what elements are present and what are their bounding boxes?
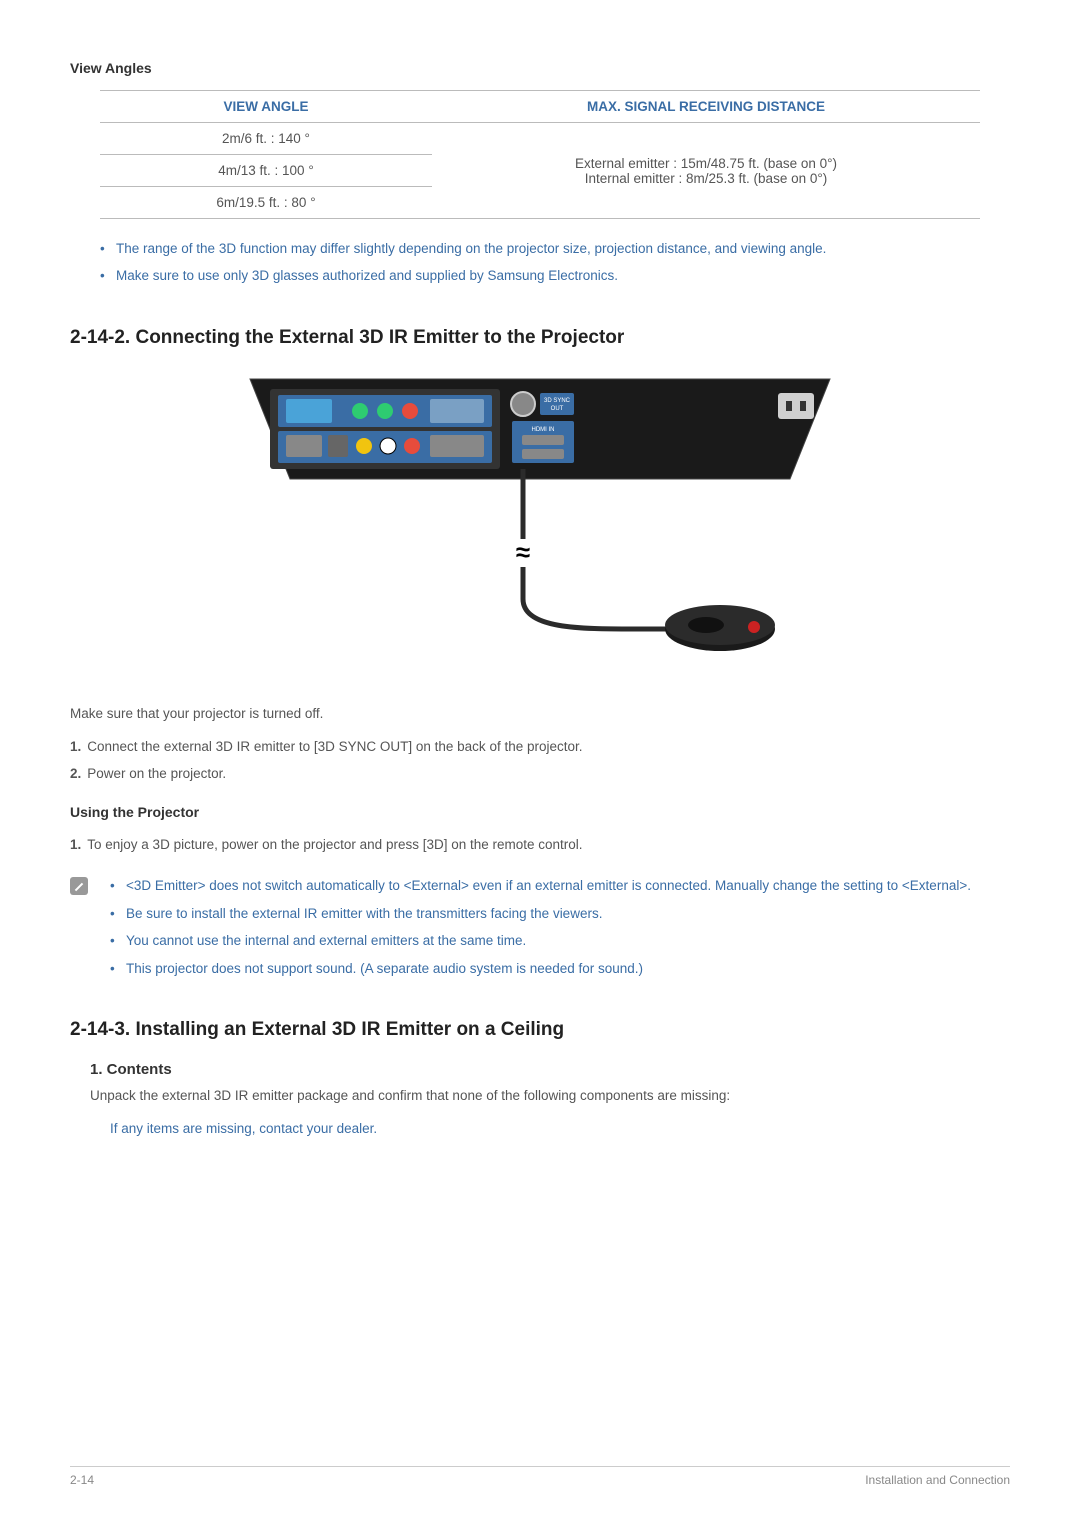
connection-step-2: 2.Power on the projector.: [70, 763, 1010, 786]
contact-note: If any items are missing, contact your d…: [110, 1119, 1010, 1139]
table-cell-left-2: 6m/19.5 ft. : 80 °: [100, 187, 432, 219]
table-header-left: VIEW ANGLE: [100, 91, 432, 123]
connection-steps: 1.Connect the external 3D IR emitter to …: [70, 736, 1010, 786]
view-angles-note-1: Make sure to use only 3D glasses authori…: [100, 266, 1010, 287]
svg-text:HDMI IN: HDMI IN: [532, 427, 555, 433]
using-projector-heading: Using the Projector: [70, 804, 1010, 820]
view-angles-heading: View Angles: [70, 60, 1010, 76]
svg-text:≈: ≈: [516, 537, 530, 567]
callout-item-0: <3D Emitter> does not switch automatical…: [110, 875, 1010, 897]
callout-item-1: Be sure to install the external IR emitt…: [110, 903, 1010, 925]
connection-diagram: 3D SYNC OUT HDMI IN ≈: [230, 369, 850, 669]
table-cell-right-merged: External emitter : 15m/48.75 ft. (base o…: [432, 123, 980, 219]
view-angles-notes: The range of the 3D function may differ …: [100, 239, 1010, 287]
section-2-14-3-heading: 2-14-3. Installing an External 3D IR Emi…: [70, 1019, 1010, 1041]
view-angles-table-wrap: VIEW ANGLE MAX. SIGNAL RECEIVING DISTANC…: [100, 90, 1010, 219]
svg-text:3D SYNC: 3D SYNC: [544, 398, 571, 404]
contents-paragraph: Unpack the external 3D IR emitter packag…: [90, 1086, 1010, 1106]
table-header-right: MAX. SIGNAL RECEIVING DISTANCE: [432, 91, 980, 123]
view-angles-note-0: The range of the 3D function may differ …: [100, 239, 1010, 260]
merged-right-line1: External emitter : 15m/48.75 ft. (base o…: [438, 156, 974, 171]
footer-left: 2-14: [70, 1473, 94, 1487]
footer-right: Installation and Connection: [865, 1473, 1010, 1487]
callout-item-3: This projector does not support sound. (…: [110, 958, 1010, 980]
contents-heading: 1. Contents: [90, 1061, 1010, 1078]
table-cell-left-1: 4m/13 ft. : 100 °: [100, 155, 432, 187]
using-step-1: 1.To enjoy a 3D picture, power on the pr…: [70, 834, 1010, 857]
section-2-14-2-heading: 2-14-2. Connecting the External 3D IR Em…: [70, 327, 1010, 349]
intro-paragraph: Make sure that your projector is turned …: [70, 704, 1010, 724]
merged-right-line2: Internal emitter : 8m/25.3 ft. (base on …: [438, 171, 974, 186]
using-step-1-text: To enjoy a 3D picture, power on the proj…: [87, 837, 582, 852]
callout-item-2: You cannot use the internal and external…: [110, 930, 1010, 952]
using-steps: 1.To enjoy a 3D picture, power on the pr…: [70, 834, 1010, 857]
view-angles-table: VIEW ANGLE MAX. SIGNAL RECEIVING DISTANC…: [100, 90, 980, 219]
connection-diagram-wrap: 3D SYNC OUT HDMI IN ≈: [70, 369, 1010, 674]
page-footer: 2-14 Installation and Connection: [70, 1466, 1010, 1487]
table-cell-left-0: 2m/6 ft. : 140 °: [100, 123, 432, 155]
callout-block: <3D Emitter> does not switch automatical…: [70, 875, 1010, 979]
connection-step-1: 1.Connect the external 3D IR emitter to …: [70, 736, 1010, 759]
connection-step-2-text: Power on the projector.: [87, 766, 226, 781]
note-icon: [70, 877, 88, 895]
connection-step-1-text: Connect the external 3D IR emitter to [3…: [87, 739, 582, 754]
svg-text:OUT: OUT: [551, 406, 564, 412]
